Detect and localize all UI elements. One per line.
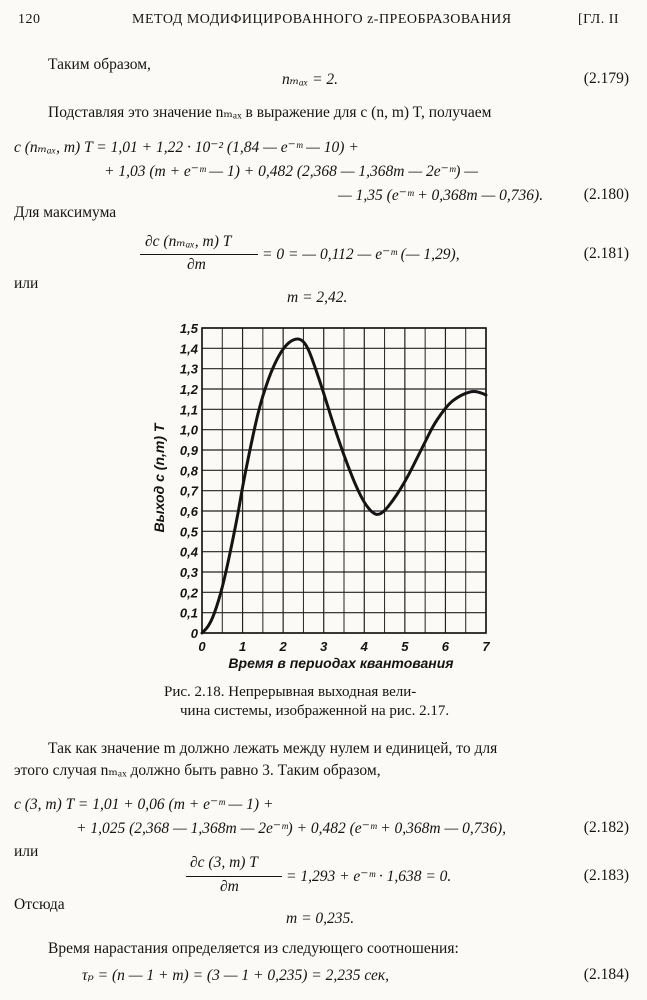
equation-2-183-denominator: ∂m xyxy=(220,878,239,895)
equation-number-2-184: (2.184) xyxy=(583,966,629,983)
x-tick-label: 3 xyxy=(320,639,328,654)
paragraph-3: Для максимума xyxy=(14,204,117,221)
paragraph-4: или xyxy=(14,275,39,292)
x-tick-label: 4 xyxy=(360,639,369,654)
equation-2-179: nₘₐₓ = 2. xyxy=(282,71,339,88)
y-tick-label: 0,4 xyxy=(180,545,199,560)
y-tick-label: 1,0 xyxy=(180,423,199,438)
y-axis-label: Выход c (n,m) T xyxy=(151,422,167,532)
output-curve xyxy=(200,337,488,635)
equation-2-180-line-1: c (nₘₐₓ, m) T = 1,01 + 1,22 · 10⁻² (1,84… xyxy=(14,139,359,156)
x-tick-label: 6 xyxy=(442,639,450,654)
figure-caption-line-1: Рис. 2.18. Непрерывная выходная вели- xyxy=(164,684,417,700)
equation-2-184: τₚ = (n — 1 + m) = (3 — 1 + 0,235) = 2,2… xyxy=(82,967,390,984)
y-tick-label: 1,3 xyxy=(180,362,199,377)
figure-2-18-chart: 0 0,1 0,2 0,3 0,4 0,5 0,6 0,7 0,8 0,9 1,0 1,1 1,2 1,3… xyxy=(151,321,490,671)
x-tick-label: 0 xyxy=(198,639,206,654)
paragraph-1: Таким образом, xyxy=(48,56,151,73)
paragraph-8: Время нарастания определяется из следующ… xyxy=(48,940,459,957)
equation-2-182-line-2: + 1,025 (2,368 — 1,368m — 2e⁻ᵐ) + 0,482 … xyxy=(76,820,507,837)
y-tick-label: 0,6 xyxy=(180,504,199,519)
equation-number-2-180: (2.180) xyxy=(583,186,629,203)
y-tick-label: 0,2 xyxy=(180,585,199,600)
x-tick-label: 7 xyxy=(482,639,490,654)
equation-2-183-numerator: ∂c (3, m) T xyxy=(190,854,258,871)
equation-number-2-181: (2.181) xyxy=(583,245,629,262)
chart-grid xyxy=(201,327,487,634)
y-tick-label: 0,7 xyxy=(180,484,199,499)
y-tick-label: 1,2 xyxy=(180,382,199,397)
paragraph-5-line-1: Так как значение m должно лежать между н… xyxy=(48,740,498,757)
y-tick-label: 0,8 xyxy=(180,463,199,478)
equation-2-180-line-3: — 1,35 (e⁻ᵐ + 0,368m — 0,736). xyxy=(338,187,544,204)
equation-2-182-line-1: c (3, m) T = 1,01 + 0,06 (m + e⁻ᵐ — 1) + xyxy=(14,796,274,813)
x-tick-label: 1 xyxy=(239,639,246,654)
running-title: МЕТОД МОДИФИЦИРОВАННОГО z-ПРЕОБРАЗОВАНИЯ xyxy=(132,12,512,27)
y-tick-label: 0,9 xyxy=(180,443,199,458)
y-tick-label: 0,1 xyxy=(180,606,198,621)
y-tick-label: 1,1 xyxy=(180,402,198,417)
x-tick-label: 2 xyxy=(279,639,288,654)
y-tick-label: 1,5 xyxy=(180,321,199,336)
y-tick-label: 0 xyxy=(191,626,199,641)
chart-axes xyxy=(201,327,487,634)
x-tick-label: 5 xyxy=(401,639,409,654)
x-tick-labels: 0 1 2 3 4 5 6 7 xyxy=(198,639,490,654)
equation-2-183-rest: = 1,293 + e⁻ᵐ · 1,638 = 0. xyxy=(286,868,452,885)
paragraph-2: Подставляя это значение nₘₐₓ в выражение… xyxy=(48,104,492,121)
equation-2-181-rest: = 0 = — 0,112 — e⁻ᵐ (— 1,29), xyxy=(262,246,460,263)
y-tick-label: 0,3 xyxy=(180,565,199,580)
equation-m-0-235: m = 0,235. xyxy=(286,910,355,927)
plot-frame xyxy=(201,327,487,634)
fraction-bar xyxy=(140,254,258,255)
equation-2-180-line-2: + 1,03 (m + e⁻ᵐ — 1) + 0,482 (2,368 — 1,… xyxy=(104,163,479,180)
paragraph-5-line-2: этого случая nₘₐₓ должно быть равно 3. Т… xyxy=(14,762,381,779)
y-tick-label: 0,5 xyxy=(180,524,199,539)
paragraph-6: или xyxy=(14,843,39,860)
equation-number-2-182: (2.182) xyxy=(583,819,629,836)
equation-2-181-denominator: ∂m xyxy=(187,256,206,273)
y-tick-labels: 0 0,1 0,2 0,3 0,4 0,5 0,6 0,7 0,8 0,9 1,0 1,1 1,2 1,3… xyxy=(180,321,199,641)
equation-2-181-numerator: ∂c (nₘₐₓ, m) T xyxy=(145,233,232,250)
equation-m-2-42: m = 2,42. xyxy=(287,289,348,306)
fraction-bar xyxy=(186,876,282,877)
equation-number-2-183: (2.183) xyxy=(583,867,629,884)
equation-number-2-179: (2.179) xyxy=(583,70,629,87)
y-tick-label: 1,4 xyxy=(180,341,199,356)
x-axis-label: Время в периодах квантования xyxy=(228,655,453,671)
chapter-label: [ГЛ. II xyxy=(578,12,620,27)
figure-caption-line-2: чина системы, изображенной на рис. 2.17. xyxy=(180,703,450,719)
paragraph-7: Отсюда xyxy=(14,896,65,913)
page-number: 120 xyxy=(18,12,41,27)
